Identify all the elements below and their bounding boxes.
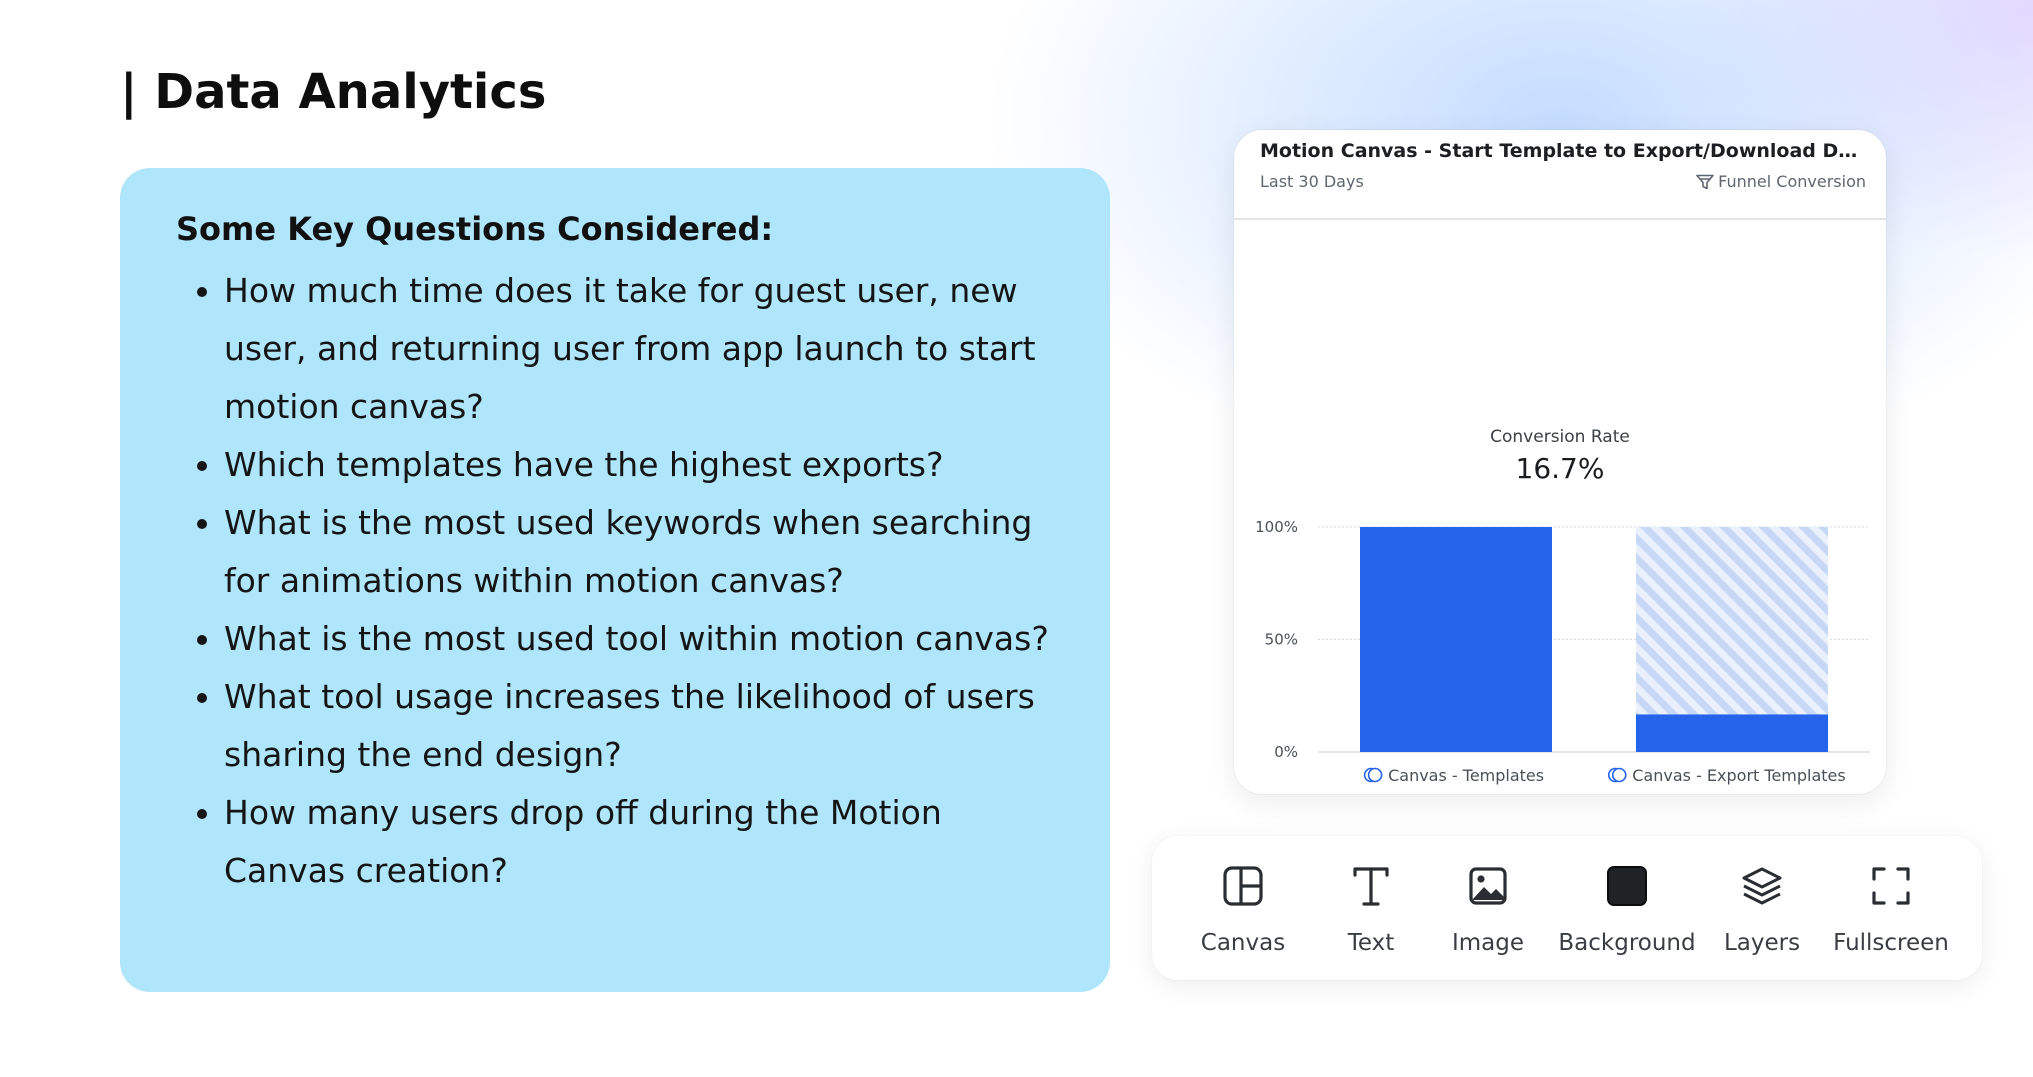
image-icon [1469, 867, 1507, 905]
canvas-tool-label: Canvas [1200, 930, 1286, 956]
questions-heading: Some Key Questions Considered: [176, 210, 774, 248]
y-tick-label: 100% [1255, 518, 1298, 536]
text-icon [1353, 867, 1389, 906]
report-type-label: Funnel Conversion [1718, 172, 1866, 191]
background-tool-button[interactable]: Background [1552, 864, 1702, 956]
report-header: Motion Canvas - Start Template to Export… [1234, 130, 1886, 220]
conversion-bar[interactable] [1636, 714, 1828, 752]
y-tick-label: 0% [1274, 743, 1298, 761]
conversion-bar[interactable] [1360, 527, 1552, 752]
question-item: What is the most used tool within motion… [224, 610, 1054, 668]
text-tool-label: Text [1347, 930, 1395, 956]
image-tool-label: Image [1451, 930, 1525, 956]
canvas-layout-icon [1223, 866, 1263, 906]
key-questions-card: Some Key Questions Considered: How much … [120, 168, 1110, 992]
layers-tool-button[interactable]: Layers [1687, 864, 1837, 956]
questions-list: How much time does it take for guest use… [176, 262, 1054, 900]
text-tool-button[interactable]: Text [1296, 864, 1446, 956]
funnel-icon [1696, 174, 1714, 190]
x-category-label[interactable]: Canvas - Export Templates [1607, 766, 1846, 785]
canvas-tool-button[interactable]: Canvas [1168, 864, 1318, 956]
fullscreen-icon [1872, 867, 1910, 905]
question-item: What tool usage increases the likelihood… [224, 668, 1054, 784]
conversion-rate-value: 16.7% [1516, 452, 1605, 485]
event-icon [1363, 767, 1383, 783]
x-tick-label: Canvas - Export Templates [1632, 766, 1845, 785]
y-tick-label: 50% [1265, 631, 1298, 649]
question-item: What is the most used keywords when sear… [224, 494, 1054, 610]
funnel-report-card[interactable]: Motion Canvas - Start Template to Export… [1234, 130, 1886, 794]
editor-toolbar: Canvas Text Image Background [1152, 836, 1982, 980]
conversion-rate-label: Conversion Rate [1490, 427, 1630, 447]
page-title: | Data Analytics [120, 64, 547, 120]
x-tick-label: Canvas - Templates [1388, 766, 1544, 785]
question-item: How much time does it take for guest use… [224, 262, 1054, 436]
layers-tool-label: Layers [1723, 930, 1801, 956]
question-item: Which templates have the highest exports… [224, 436, 1054, 494]
fullscreen-tool-label: Fullscreen [1833, 930, 1949, 956]
layers-icon [1742, 867, 1782, 905]
background-tool-label: Background [1558, 930, 1696, 956]
x-category-label[interactable]: Canvas - Templates [1363, 766, 1545, 785]
background-swatch-icon [1607, 866, 1647, 906]
report-title[interactable]: Motion Canvas - Start Template to Export… [1260, 140, 1860, 162]
event-icon [1607, 767, 1627, 783]
fullscreen-tool-button[interactable]: Fullscreen [1816, 864, 1966, 956]
image-tool-button[interactable]: Image [1413, 864, 1563, 956]
report-type: Funnel Conversion [1696, 172, 1866, 191]
funnel-chart: Conversion Rate 16.7% 100% 50% 0% Canvas -… [1255, 427, 1870, 785]
report-date-range: Last 30 Days [1260, 172, 1364, 191]
dropoff-bar[interactable] [1636, 527, 1828, 715]
question-item: How many users drop off during the Motio… [224, 784, 1054, 900]
